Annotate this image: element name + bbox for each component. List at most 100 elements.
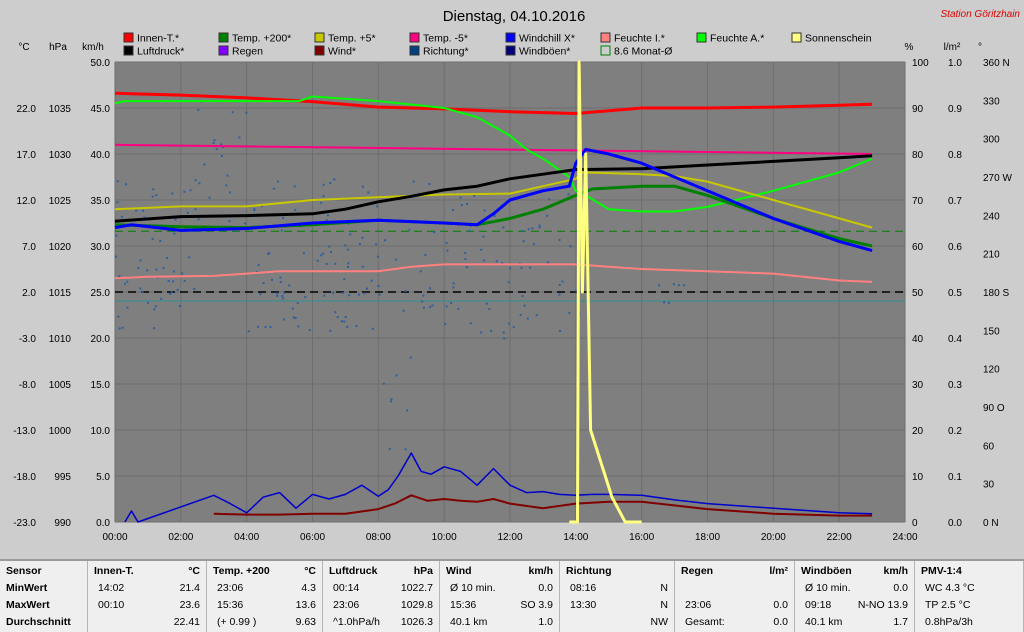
direction-point [538,224,541,227]
direction-point [404,448,407,451]
direction-point [520,266,523,269]
legend-swatch [123,32,134,43]
direction-point [468,229,471,232]
direction-point [495,260,498,263]
direction-tick-label: 30 [983,480,995,491]
x-tick-label: 20:00 [761,532,786,543]
direction-point [329,182,332,185]
direction-point [294,209,297,212]
direction-point [329,329,332,332]
direction-point [137,267,140,270]
stats-cell-time: TP 2.5 °C [925,599,971,611]
direction-point [116,201,119,204]
stats-cell-time: 0.8hPa/3h [925,616,973,628]
legend-label: Feuchte A.* [710,33,764,45]
direction-point [452,286,455,289]
direction-tick-label: 120 [983,365,1000,376]
axes: 00:00 02:00 04:00 06:00 08:00 10:00 12:00 14:00… [13,58,1012,543]
temp-tick-label: 22.0 [17,104,37,115]
direction-point [279,276,282,279]
x-tick-label: 12:00 [497,532,522,543]
direction-point [212,141,215,144]
rain-tick-label: 0.8 [948,150,962,161]
direction-point [322,252,325,255]
direction-point [332,291,335,294]
direction-point [558,239,561,242]
direction-point [139,287,142,290]
stats-cell-value: 0.0 [538,582,553,594]
direction-point [154,305,157,308]
direction-point [203,163,206,166]
direction-point [523,304,526,307]
stats-cell-value: SO 3.9 [520,599,553,611]
direction-point [326,214,329,217]
direction-point [367,191,370,194]
stats-cell-time: 00:14 [333,582,360,594]
stats-cell-row: 40.1 km 1.0 [440,615,559,630]
direction-point [160,297,163,300]
pressure-tick-label: 1030 [49,150,72,161]
direction-tick-label: 360 N [983,58,1010,69]
direction-point [361,265,364,268]
stats-cell-time: 23:06 [217,582,244,594]
legend-swatch [600,45,611,56]
direction-point [115,255,118,258]
direction-point [422,294,425,297]
wind-tick-label: 15.0 [91,380,111,391]
stats-cell-time: ^1.0hPa/h [333,616,380,628]
stats-group: PMV-1:4 WC 4.3 °C TP 2.5 °C 0.8hPa/3h [915,561,1024,632]
direction-point [178,305,181,308]
stats-cell-time: 13:30 [570,599,597,611]
x-tick-label: 04:00 [234,532,259,543]
direction-point [493,215,496,218]
direction-point [328,245,331,248]
stats-cell-row: 09:18 N-NO 13.9 [795,598,914,613]
direction-point [244,222,247,225]
temp-tick-label: 12.0 [17,196,37,207]
pressure-tick-label: 1035 [49,104,72,115]
direction-point [464,258,467,261]
stats-group-header: Innen-T. °C [88,564,206,579]
direction-point [508,322,511,325]
wind-tick-label: 5.0 [96,472,110,483]
direction-point [270,278,273,281]
direction-point [382,382,385,385]
direction-point [282,216,285,219]
wind-tick-label: 40.0 [91,150,111,161]
stats-group: Temp. +200 °C 23:06 4.3 15:36 13.6 (+ 0.99 ) 9.… [207,561,323,632]
direction-point [344,244,347,247]
direction-point [173,232,176,235]
humidity-tick-label: 70 [912,196,924,207]
stats-cell-row: Ø 10 min. 0.0 [440,581,559,596]
direction-point [347,262,350,265]
stats-cell-row: 23:06 1029.8 [323,598,439,613]
stats-cell-time: Ø 10 min. [450,582,496,594]
direction-point [272,187,275,190]
direction-point [452,282,455,285]
direction-point [294,316,297,319]
stats-group-unit: l/m² [769,565,788,577]
direction-point [340,320,343,323]
x-tick-label: 02:00 [168,532,193,543]
direction-point [444,323,447,326]
stats-cell-time: 15:36 [217,599,244,611]
direction-point [507,281,510,284]
stats-cell-row [675,581,794,596]
series-line [114,171,873,229]
direction-point [262,282,265,285]
direction-point [142,209,145,212]
direction-point [419,270,422,273]
direction-point [383,239,386,242]
x-tick-label: 22:00 [827,532,852,543]
temp-tick-label: -13.0 [13,426,36,437]
stats-cell-row: 0.8hPa/3h [915,615,1023,630]
stats-group-title: Windböen [801,565,852,577]
direction-point [402,309,405,312]
direction-point [378,293,381,296]
direction-point [348,294,351,297]
direction-point [561,280,564,283]
direction-point [238,136,241,139]
direction-point [452,209,455,212]
direction-point [116,180,119,183]
x-tick-label: 10:00 [432,532,457,543]
